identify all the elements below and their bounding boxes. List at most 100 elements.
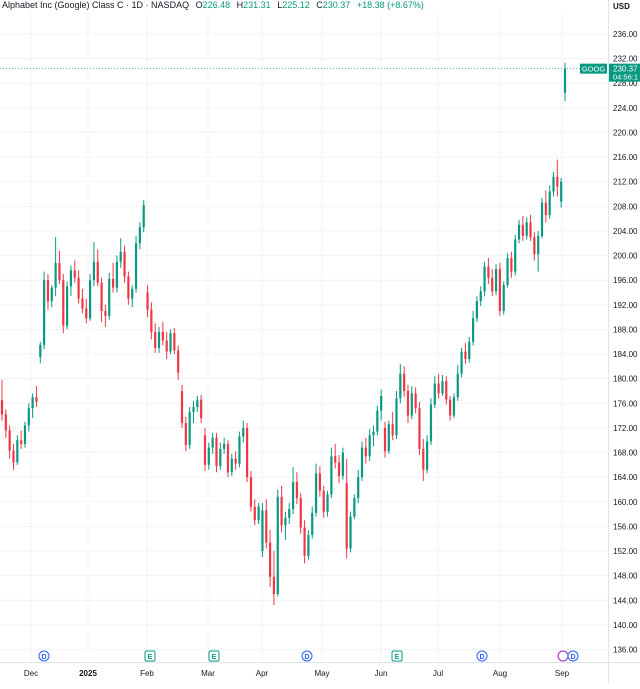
candle bbox=[257, 503, 260, 524]
candle-body bbox=[157, 331, 161, 348]
candle bbox=[16, 435, 19, 465]
candle-body bbox=[429, 404, 433, 442]
candle-body bbox=[521, 224, 524, 236]
candle-body bbox=[506, 258, 509, 286]
event-marker-letter: D bbox=[570, 654, 575, 661]
candle-body bbox=[514, 239, 517, 272]
candle-body bbox=[311, 512, 314, 536]
candle-body bbox=[69, 270, 73, 287]
event-marker-earnings: E bbox=[391, 650, 403, 662]
low-label: L bbox=[277, 0, 283, 10]
candle bbox=[119, 238, 122, 268]
candle bbox=[552, 171, 555, 197]
candle bbox=[134, 235, 138, 293]
candle-body bbox=[12, 450, 15, 463]
candle-body bbox=[230, 458, 233, 473]
event-marker-cluster: D bbox=[557, 650, 579, 662]
candle bbox=[395, 390, 398, 439]
candle-body bbox=[43, 280, 46, 345]
candle bbox=[150, 302, 153, 340]
candle-body bbox=[257, 506, 260, 521]
candle bbox=[380, 389, 383, 421]
earnings-marker-box bbox=[391, 650, 403, 662]
candle-body bbox=[226, 443, 230, 473]
event-marker-earnings: E bbox=[208, 650, 220, 662]
candle bbox=[146, 285, 149, 318]
candle-body bbox=[426, 441, 429, 470]
candle-body bbox=[422, 448, 425, 470]
open-label: O bbox=[195, 0, 203, 10]
candle-body bbox=[249, 477, 253, 507]
candle-body bbox=[380, 395, 383, 411]
candle-body bbox=[529, 222, 532, 238]
candle-body bbox=[475, 301, 479, 319]
candle-body bbox=[540, 202, 544, 236]
candle bbox=[108, 272, 111, 320]
candle bbox=[157, 326, 161, 353]
candle-body bbox=[288, 509, 291, 518]
candle bbox=[560, 178, 563, 208]
price-tick-label: 168.00 bbox=[613, 449, 638, 458]
candle bbox=[456, 365, 459, 401]
candle-body bbox=[115, 261, 118, 288]
time-tick-label: Dec bbox=[24, 669, 38, 678]
candle-body bbox=[502, 285, 505, 311]
close-value: 230.37 bbox=[322, 0, 351, 10]
candle-body bbox=[494, 269, 498, 292]
candle-body bbox=[142, 205, 145, 228]
symbol-badge bbox=[580, 63, 607, 74]
candle bbox=[441, 374, 444, 396]
candle-body bbox=[165, 340, 168, 352]
price-tick-label: 236.00 bbox=[613, 30, 638, 39]
candle bbox=[111, 262, 115, 293]
event-marker-dividend: D bbox=[38, 650, 50, 662]
candle-body bbox=[391, 424, 394, 436]
event-marker-letter: D bbox=[41, 654, 46, 661]
candle-body bbox=[66, 286, 69, 326]
candle-body bbox=[307, 535, 310, 556]
candle bbox=[510, 251, 513, 278]
candle bbox=[326, 490, 329, 517]
candle-body bbox=[284, 517, 287, 526]
candle-body bbox=[261, 510, 264, 552]
price-tick-label: 176.00 bbox=[613, 399, 638, 408]
candle-body bbox=[318, 473, 321, 491]
candle bbox=[276, 489, 279, 597]
dividend-marker-circle bbox=[38, 650, 50, 662]
candle-body bbox=[4, 414, 7, 431]
candle-body bbox=[330, 456, 333, 495]
candle bbox=[280, 485, 283, 533]
candle bbox=[418, 402, 421, 456]
candle bbox=[4, 409, 7, 438]
candle-body bbox=[449, 399, 452, 416]
price-tick-label: 152.00 bbox=[613, 547, 638, 556]
candle bbox=[468, 336, 471, 363]
candle bbox=[475, 296, 479, 323]
candle-body bbox=[563, 68, 567, 93]
price-tick-label: 140.00 bbox=[613, 621, 638, 630]
candle-body bbox=[280, 496, 283, 526]
price-tick-label: 184.00 bbox=[613, 350, 638, 359]
candle bbox=[540, 197, 544, 239]
currency-label: USD bbox=[613, 2, 630, 11]
candle bbox=[207, 442, 210, 470]
candle bbox=[445, 376, 448, 405]
candle-body bbox=[27, 408, 30, 426]
candle bbox=[138, 222, 141, 250]
candle bbox=[188, 406, 191, 449]
candle bbox=[514, 234, 517, 276]
open-value: 226.48 bbox=[202, 0, 231, 10]
time-tick-label: Aug bbox=[493, 669, 507, 678]
candle-body bbox=[138, 227, 141, 244]
candle bbox=[357, 469, 360, 504]
price-tick-label: 216.00 bbox=[613, 153, 638, 162]
candle-body bbox=[437, 383, 440, 394]
candle bbox=[230, 453, 233, 476]
candle-body bbox=[272, 576, 276, 595]
candle bbox=[563, 62, 567, 101]
